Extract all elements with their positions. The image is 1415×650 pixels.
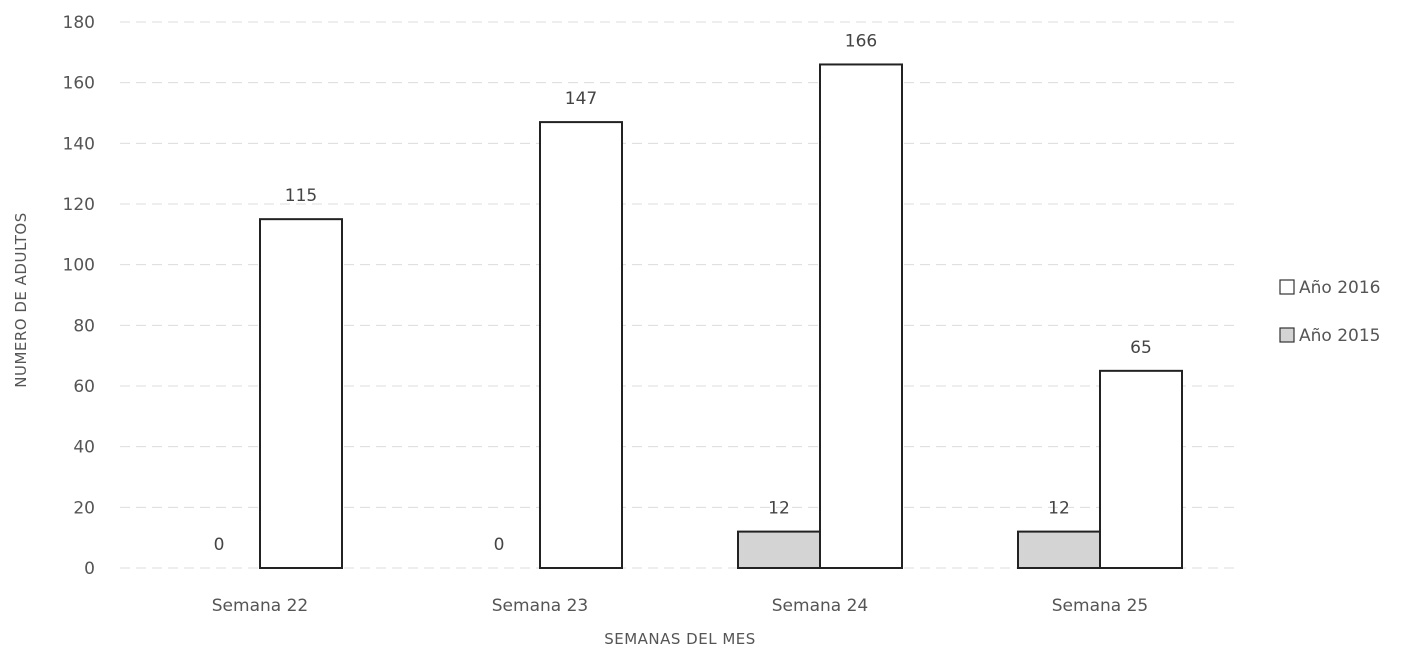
bar-ano-2015-4 (1017, 530, 1101, 569)
bar-ano-2015-3 (737, 530, 821, 569)
bar-ano-2016-4 (1099, 369, 1183, 570)
y-tick-label: 180 (63, 13, 95, 33)
legend-label: Año 2016 (1299, 278, 1380, 298)
x-tick-label: Semana 22 (212, 596, 308, 616)
y-tick-label: 100 (63, 256, 95, 276)
bar-ano-2016-1 (259, 218, 343, 570)
legend: Año 2016 Año 2015 (1279, 278, 1380, 346)
data-label: 0 (494, 535, 505, 555)
grid-lines (120, 21, 1240, 569)
data-label: 0 (214, 535, 225, 555)
bars (259, 63, 1183, 570)
data-label: 147 (565, 89, 597, 109)
bar-ano-2016-3 (819, 63, 903, 569)
y-tick-label: 20 (73, 498, 95, 518)
x-axis-ticks: Semana 22 Semana 23 Semana 24 Semana 25 (212, 596, 1148, 616)
y-tick-label: 160 (63, 74, 95, 94)
data-label: 12 (768, 499, 790, 519)
data-label: 166 (845, 31, 877, 51)
y-tick-label: 40 (73, 438, 95, 458)
x-axis-title: SEMANAS DEL MES (604, 630, 756, 648)
bar-ano-2016-2 (539, 121, 623, 569)
x-tick-label: Semana 24 (772, 596, 868, 616)
y-tick-label: 140 (63, 134, 95, 154)
y-tick-label: 120 (63, 195, 95, 215)
y-tick-label: 80 (73, 316, 95, 336)
x-tick-label: Semana 23 (492, 596, 588, 616)
data-label: 12 (1048, 499, 1070, 519)
data-label: 65 (1130, 338, 1152, 358)
y-axis-ticks: 0 20 40 60 80 100 120 140 160 180 (63, 13, 95, 579)
legend-swatch (1279, 327, 1295, 343)
y-axis-title: NUMERO DE ADULTOS (12, 212, 30, 388)
data-label: 115 (285, 186, 317, 206)
y-tick-label: 60 (73, 377, 95, 397)
x-tick-label: Semana 25 (1052, 596, 1148, 616)
legend-label: Año 2015 (1299, 326, 1380, 346)
data-labels: 0 115 0 147 12 166 12 65 (214, 31, 1152, 555)
legend-swatch (1279, 279, 1295, 295)
y-tick-label: 0 (84, 559, 95, 579)
